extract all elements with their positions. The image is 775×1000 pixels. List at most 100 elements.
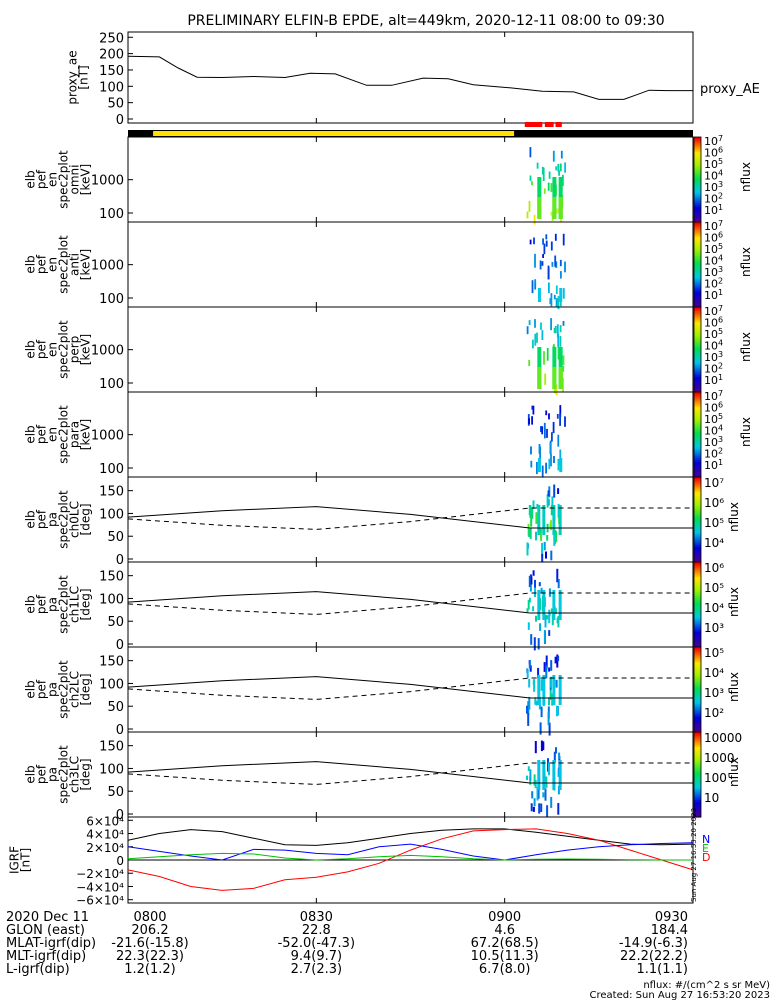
igrf-side-stamp: Sun Aug 27 16:53:20 2023 (690, 808, 698, 902)
pa-mark (526, 542, 529, 556)
energy-colorbar-band (694, 143, 701, 147)
pa-colorbar-band (694, 570, 701, 574)
footer-value: 0830 (300, 910, 333, 925)
footer-value: 10.5(11.3) (471, 949, 539, 964)
pa-mark (533, 679, 536, 692)
pa-colorbar-band (694, 693, 701, 697)
spectral-mark (554, 326, 557, 334)
pa-mark (557, 655, 560, 662)
pa-colorbar-band (694, 574, 701, 578)
pa-mark (546, 805, 549, 818)
igrf-ytick-label: 4×10⁴ (86, 828, 124, 842)
energy-colorbar-band (694, 236, 701, 240)
pa-mark (531, 791, 534, 799)
pa-mark (548, 609, 551, 624)
pa-colorbar-band (694, 634, 701, 637)
pa-colorbar-band (694, 532, 701, 535)
energy-2-frame (127, 306, 694, 393)
pa-colorbar-band (694, 632, 701, 635)
pa-colorbar-band (694, 746, 701, 750)
energy-colorbar-band (694, 156, 701, 159)
pa-colorbar-band (694, 759, 701, 763)
pa-colorbar-band (694, 666, 701, 669)
pa-colorbar-band (694, 619, 701, 623)
spectral-mark (559, 288, 563, 302)
pa-colorbar-band (694, 485, 701, 489)
spectral-mark (559, 405, 562, 417)
pa-colorbar-band (694, 687, 701, 691)
igrf-side-stamp-text: Sun Aug 27 16:53:20 2023 (690, 808, 698, 902)
energy-ylabel-line: [keV] (79, 164, 93, 195)
pa-mark (538, 803, 541, 814)
energy-colorbar-band (694, 149, 701, 153)
pa-colorbar-band (694, 542, 701, 546)
pa-colorbar-band (694, 494, 701, 497)
pa-colorbar-band (694, 787, 701, 790)
energy-colorbar-band (694, 396, 701, 399)
energy-colorbar-band (694, 328, 701, 331)
energy-cbar-label: nflux (739, 332, 753, 362)
pa-cbar-tick-label: 10³ (704, 621, 724, 635)
pa-colorbar-band (694, 797, 701, 801)
spectral-mark (536, 462, 538, 475)
energy-colorbar-band (694, 298, 701, 302)
pa-colorbar-band (694, 562, 701, 565)
energy-colorbar-band (694, 258, 701, 261)
pa-mark (548, 667, 551, 672)
spectral-mark (545, 234, 548, 240)
pa-cbar-tick-label: 10³ (704, 686, 724, 700)
energy-0-frame (127, 136, 694, 223)
pa-mark (534, 585, 536, 597)
exponent: 4 (718, 339, 723, 348)
pa-colorbar-band (694, 591, 701, 595)
pa-mark (539, 623, 542, 631)
pa-mark (558, 752, 561, 760)
pa-mark (540, 706, 543, 718)
spectral-mark (534, 319, 536, 328)
pa-ytick-label: 100 (99, 592, 124, 607)
energy-colorbar-band (694, 398, 701, 402)
pa-colorbar-band (694, 627, 701, 631)
pa-mark (556, 568, 559, 583)
pa-colorbar (693, 561, 702, 648)
exponent: 4 (718, 169, 723, 178)
energy-colorbar-band (694, 285, 701, 289)
energy-colorbar-band (694, 353, 701, 357)
pitch-angle-panels: 150100500elbpefpaspec2plotch0LC[deg]10⁷1… (24, 476, 743, 823)
pa-colorbar-band (694, 581, 701, 584)
spectral-mark (557, 163, 560, 172)
pa-mark (542, 505, 546, 535)
spectral-mark (539, 446, 541, 460)
spectral-mark (552, 150, 555, 162)
footer-row-label: GLON (east) (6, 923, 85, 938)
spectral-mark (537, 367, 542, 389)
pa-mark (546, 615, 549, 620)
energy-colorbar-band (694, 249, 701, 253)
pa-1-frame (127, 561, 694, 648)
spectral-mark (548, 171, 551, 179)
pa-mark (534, 741, 537, 754)
pa-mark (532, 570, 535, 576)
pa-mark (548, 697, 550, 706)
energy-colorbar-band (694, 375, 701, 378)
energy-colorbar-band (694, 332, 701, 336)
pa-colorbar-band (694, 751, 701, 754)
footer-value: 206.2 (131, 923, 168, 938)
pa-colorbar-band (694, 498, 701, 501)
spectral-mark (555, 298, 558, 307)
energy-colorbar-band (694, 217, 701, 221)
energy-cbar-tick-label: 101 (704, 288, 723, 302)
pa-mark (528, 575, 531, 587)
pa-colorbar-band (694, 761, 701, 765)
pa-colorbar-band (694, 589, 701, 593)
pa-mark (553, 751, 556, 763)
pa-colorbar-band (694, 521, 701, 525)
pa-colorbar-band (694, 659, 701, 663)
pa-colorbar-band (694, 523, 701, 527)
pa-mark (547, 498, 550, 506)
pa-cbar-tick-label: 10⁴ (704, 666, 724, 680)
spectral-mark (555, 384, 558, 396)
spectral-mark (553, 456, 555, 463)
spectral-mark (534, 282, 537, 290)
